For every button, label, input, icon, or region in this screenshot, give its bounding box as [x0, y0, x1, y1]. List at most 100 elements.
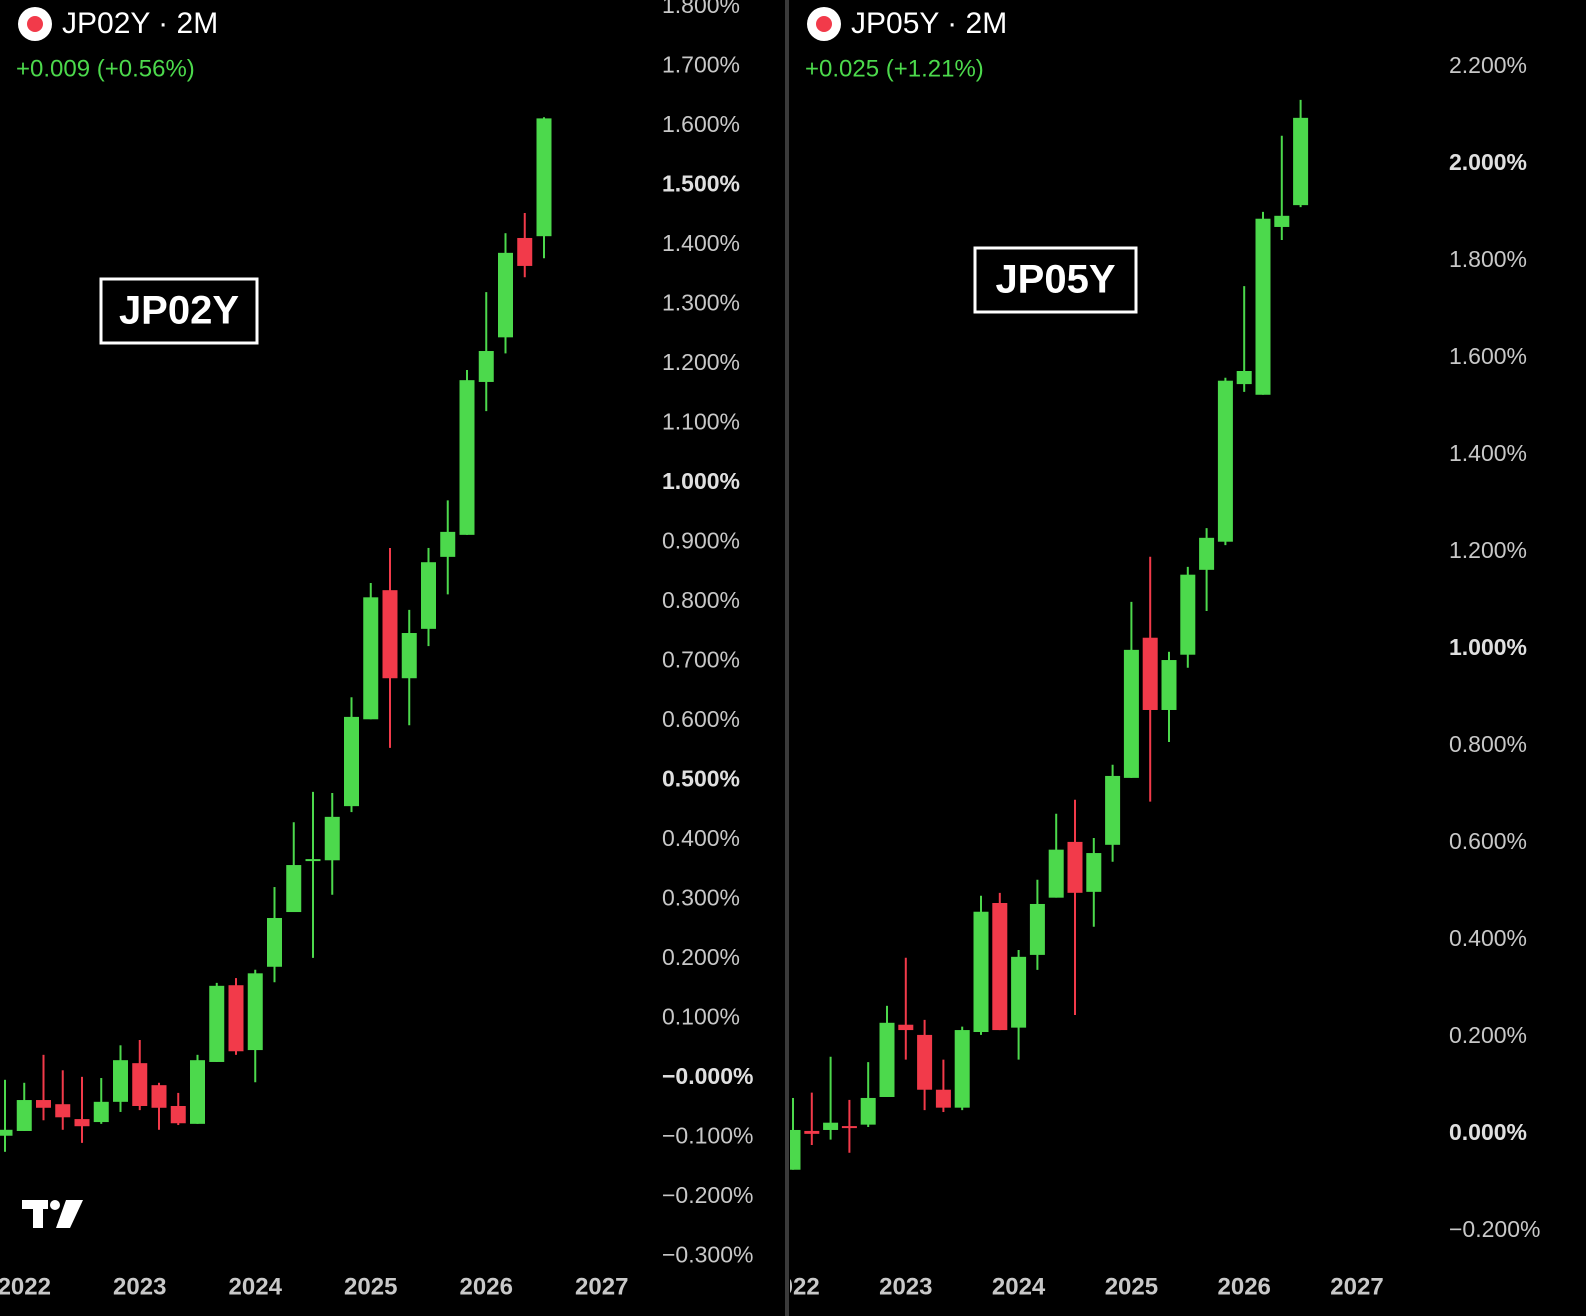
candle-body [1293, 117, 1309, 206]
candle-body [209, 985, 225, 1062]
y-tick-label: 0.700% [662, 647, 740, 673]
candle-body [286, 865, 302, 913]
candle-body [190, 1060, 205, 1124]
y-tick-label: 1.600% [1449, 343, 1527, 369]
divider [785, 0, 789, 1316]
candle-body [170, 1105, 186, 1124]
candle-body [74, 1119, 90, 1127]
chart-title: JP02Y · 2M [62, 7, 218, 40]
y-tick-label: −0.200% [662, 1182, 753, 1208]
candle-body [954, 1030, 970, 1108]
y-tick-label: 0.500% [662, 766, 740, 792]
candle-body [1255, 218, 1271, 395]
x-tick-label: 2022 [0, 1273, 51, 1300]
candle-body [382, 590, 398, 679]
y-tick-label: −0.300% [662, 1242, 753, 1268]
chart-panel: −0.200% 0.000% 0.200% 0.400% 0.600% 0.800% 1.0… [766, 7, 1540, 1300]
candle-body [823, 1122, 839, 1130]
candle-body [841, 1126, 857, 1129]
candle-body [421, 562, 436, 629]
y-tick-label: 1.300% [662, 290, 740, 316]
x-tick-label: 2022 [766, 1273, 819, 1300]
x-tick-label: 2023 [879, 1273, 932, 1300]
y-tick-label: 0.400% [1449, 925, 1527, 951]
candle-body [1274, 215, 1290, 227]
annotation: JP02Y [119, 289, 239, 333]
y-tick-label: 0.000% [1449, 1119, 1527, 1145]
candle-body [401, 633, 417, 679]
y-tick-label: 0.300% [662, 885, 740, 911]
y-tick-label: −0.200% [1449, 1216, 1540, 1242]
candle-body [1105, 775, 1121, 845]
candle-body [917, 1034, 933, 1090]
candle-body [267, 917, 282, 967]
x-tick-label: 2023 [113, 1273, 166, 1300]
x-tick-label: 2026 [1218, 1273, 1271, 1300]
legend-dot [27, 16, 43, 32]
candle-body [790, 1129, 801, 1170]
candle-body [36, 1100, 51, 1108]
candle-body [1086, 853, 1102, 892]
candle-body [1029, 903, 1045, 955]
candle-body [992, 903, 1008, 1031]
y-tick-label: 1.200% [1449, 537, 1527, 563]
candle-body [1067, 841, 1083, 893]
candle-body [1142, 637, 1158, 710]
y-tick-label: 0.600% [662, 706, 740, 732]
candle-body [517, 237, 533, 266]
y-tick-label: 0.800% [662, 587, 740, 613]
x-tick-label: 2025 [1105, 1273, 1158, 1300]
y-tick-label: 1.700% [662, 52, 740, 78]
chart-title: JP05Y · 2M [851, 7, 1007, 40]
candle-body [1199, 537, 1215, 570]
y-tick-label: 0.900% [662, 528, 740, 554]
candle-body [440, 531, 456, 557]
candle-body [498, 252, 513, 338]
candle-body [305, 859, 321, 862]
y-tick-label: 1.500% [662, 171, 740, 197]
y-tick-label: 0.600% [1449, 828, 1527, 854]
y-tick-label: 0.200% [1449, 1022, 1527, 1048]
candle-body [344, 716, 359, 807]
x-tick-label: 2024 [229, 1273, 283, 1300]
y-tick-label: 1.400% [662, 230, 740, 256]
chart-subtitle: +0.009 (+0.56%) [16, 55, 195, 82]
candle-body [55, 1104, 71, 1118]
candle-body [16, 1100, 32, 1131]
y-tick-label: 1.400% [1449, 440, 1527, 466]
candle-body [93, 1101, 109, 1123]
annotation-box [973, 246, 1138, 314]
candle-body [1011, 956, 1027, 1028]
candle-body [247, 973, 263, 1051]
candle-body [1161, 660, 1177, 710]
candle-body [478, 351, 494, 382]
legend-dot [816, 16, 832, 32]
y-tick-label: 0.800% [1449, 731, 1527, 757]
candle-body [132, 1063, 148, 1106]
x-tick-label: 2024 [992, 1273, 1046, 1300]
candle-body [151, 1085, 167, 1108]
candle-body [898, 1024, 914, 1031]
y-tick-label: −0.100% [662, 1123, 753, 1149]
y-tick-label: 1.800% [1449, 246, 1527, 272]
y-tick-label: 2.000% [1449, 149, 1527, 175]
candle-body [804, 1130, 820, 1134]
candle-body [1123, 649, 1139, 778]
x-tick-label: 2026 [460, 1273, 513, 1300]
candle-body [0, 1129, 13, 1136]
annotation-box [99, 277, 259, 345]
candle-body [860, 1097, 876, 1125]
candle-body [1217, 380, 1233, 542]
y-tick-label: 0.400% [662, 825, 740, 851]
x-tick-label: 2027 [575, 1273, 628, 1300]
y-tick-label: 0.200% [662, 944, 740, 970]
candle-body [113, 1060, 128, 1102]
candle-body [973, 911, 989, 1033]
y-tick-label: −0.000% [662, 1063, 753, 1089]
candle-body [536, 118, 552, 237]
y-tick-label: 1.100% [662, 409, 740, 435]
y-tick-label: 1.600% [662, 111, 740, 137]
candle-body [935, 1089, 951, 1108]
